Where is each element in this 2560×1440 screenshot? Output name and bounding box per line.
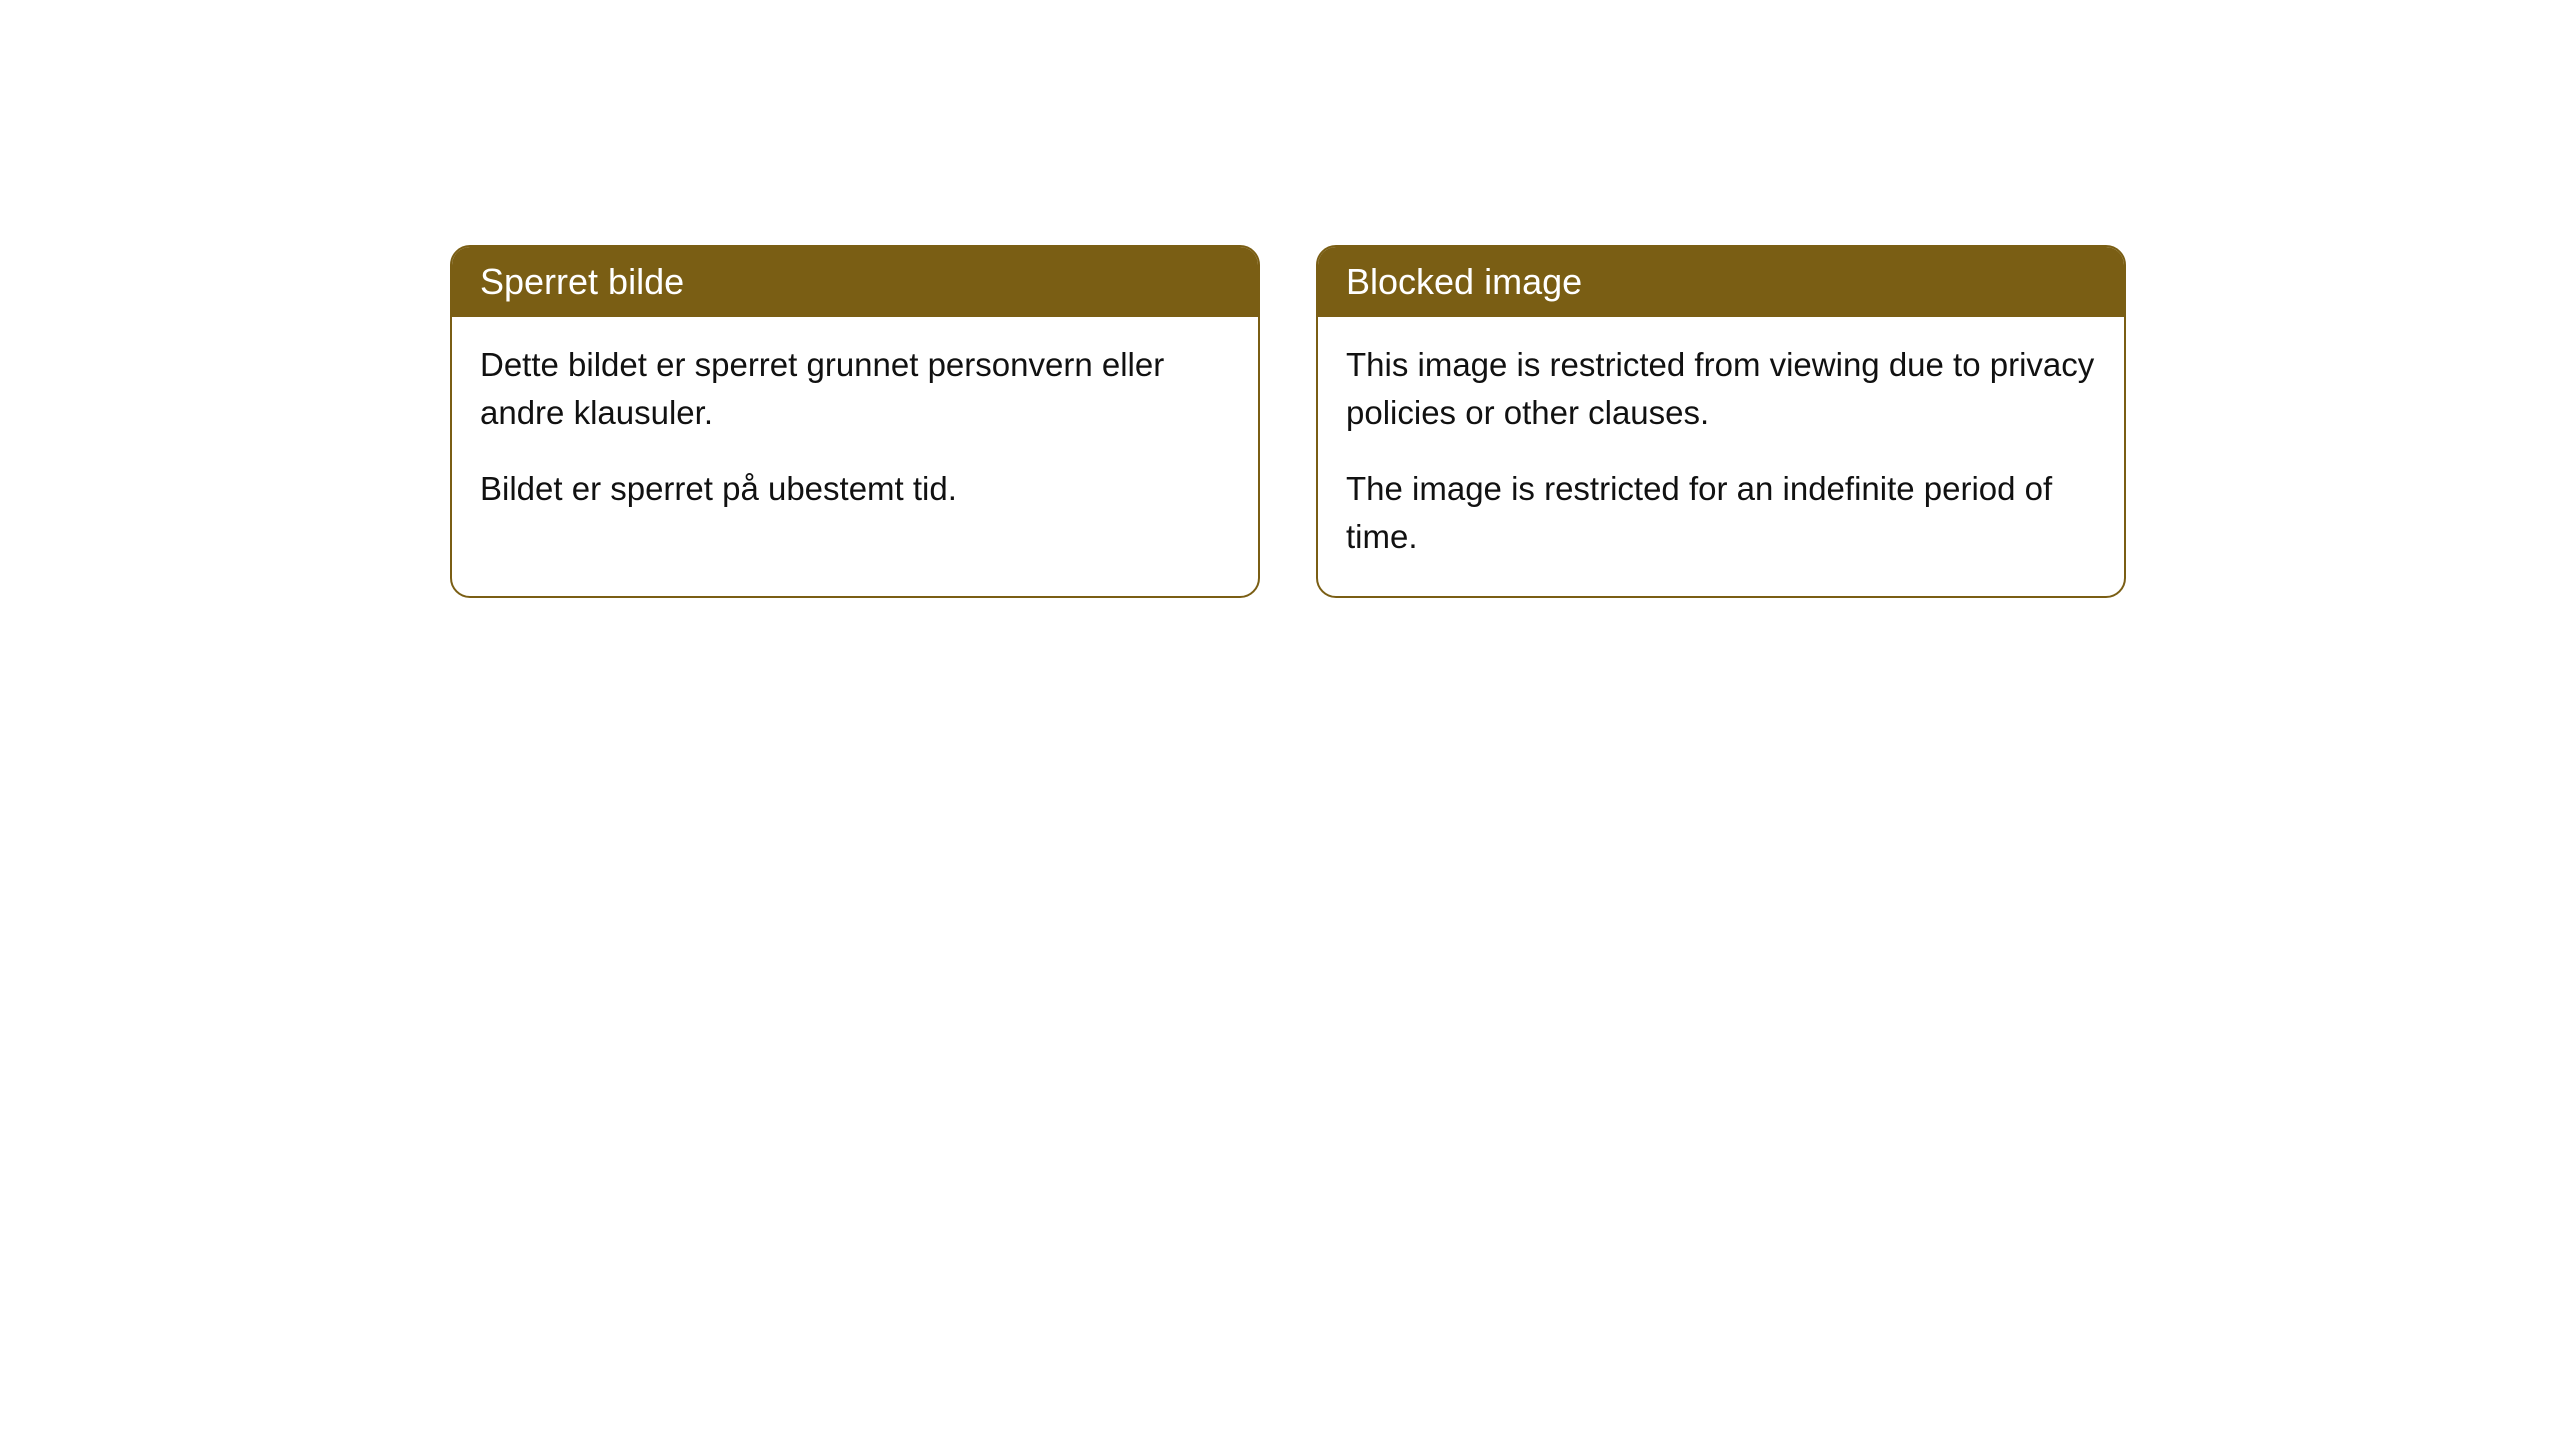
card-body: This image is restricted from viewing du… bbox=[1318, 317, 2124, 596]
card-header: Sperret bilde bbox=[452, 247, 1258, 317]
cards-container: Sperret bilde Dette bildet er sperret gr… bbox=[450, 245, 2126, 598]
card-norwegian: Sperret bilde Dette bildet er sperret gr… bbox=[450, 245, 1260, 598]
card-english: Blocked image This image is restricted f… bbox=[1316, 245, 2126, 598]
card-body: Dette bildet er sperret grunnet personve… bbox=[452, 317, 1258, 549]
card-header: Blocked image bbox=[1318, 247, 2124, 317]
card-paragraph: The image is restricted for an indefinit… bbox=[1346, 465, 2096, 561]
card-title: Sperret bilde bbox=[480, 261, 684, 302]
card-paragraph: Dette bildet er sperret grunnet personve… bbox=[480, 341, 1230, 437]
card-paragraph: Bildet er sperret på ubestemt tid. bbox=[480, 465, 1230, 513]
card-paragraph: This image is restricted from viewing du… bbox=[1346, 341, 2096, 437]
card-title: Blocked image bbox=[1346, 261, 1582, 302]
